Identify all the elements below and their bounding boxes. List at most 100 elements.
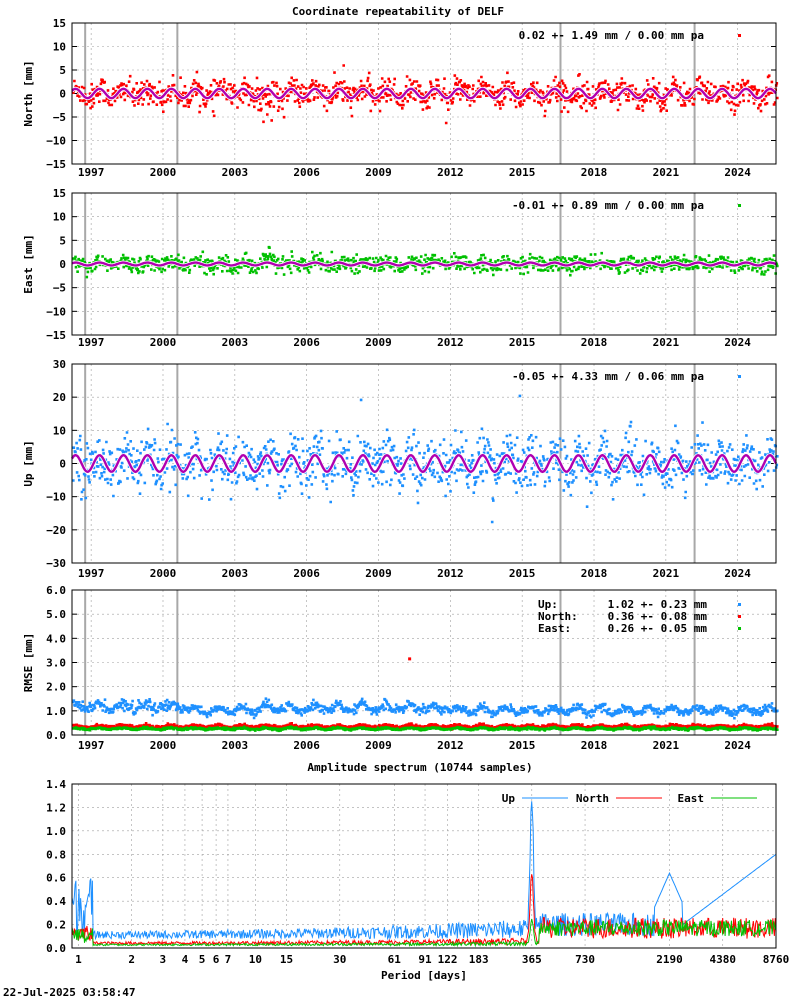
x-tick-label: 2009 [365, 166, 392, 179]
east-panel: −15 −10 −5 0 5 10 15 1997 2000 2003 2006 2009 2012 20… [22, 187, 779, 349]
x-tick-label: 3 [160, 953, 167, 966]
east-data-points [72, 245, 779, 279]
y-tick-label: −10 [46, 491, 66, 504]
rmse-up-points [72, 697, 779, 720]
x-tick-label: 2012 [437, 336, 464, 349]
rmse-legend-value: 0.26 +- 0.05 mm [608, 622, 708, 635]
x-tick-label: 8760 [763, 953, 790, 966]
spectrum-up-line [71, 801, 777, 941]
x-tick-label: 30 [333, 953, 346, 966]
north-legend-marker [738, 34, 741, 37]
x-tick-label: 2003 [222, 336, 249, 349]
spectrum-legend-east: East [678, 792, 705, 805]
y-tick-label: 5.0 [46, 608, 66, 621]
spectrum-north-line [71, 874, 777, 947]
seasonal-model-curve [71, 87, 777, 100]
x-tick-label: 2000 [150, 336, 177, 349]
y-tick-label: 5 [59, 234, 66, 247]
y-tick-label: 0.0 [46, 729, 66, 742]
y-axis-label: RMSE [mm] [22, 633, 35, 693]
y-tick-label: −10 [46, 135, 66, 148]
x-tick-label: 4 [182, 953, 189, 966]
rmse-north-outlier [408, 657, 412, 661]
x-tick-label: 7 [225, 953, 232, 966]
up-frame [71, 363, 777, 564]
y-tick-label: 0.0 [46, 942, 66, 955]
x-tick-label: 2009 [365, 567, 392, 580]
x-tick-label: 2015 [509, 166, 536, 179]
rmse-legend-marker [738, 615, 741, 618]
x-tick-label: 2012 [437, 739, 464, 752]
east-stat-text: -0.01 +- 0.89 mm / 0.00 mm pa [512, 199, 704, 212]
x-tick-label: 1997 [78, 739, 105, 752]
x-tick-label: 2190 [656, 953, 683, 966]
y-tick-label: −20 [46, 524, 66, 537]
rmse-legend-name: Up: [538, 598, 558, 611]
y-tick-label: 4.0 [46, 632, 66, 645]
seasonal-model-curve [71, 453, 778, 474]
spectrum-legend-up: Up [502, 792, 516, 805]
east-frame [71, 192, 777, 336]
y-axis-label: East [mm] [22, 234, 35, 294]
up-panel: −30 −20 −10 0 10 20 30 1997 2000 2003 2006 2009 2012… [22, 358, 779, 580]
x-tick-label: 2000 [150, 166, 177, 179]
y-tick-label: −5 [53, 111, 66, 124]
y-tick-label: −15 [46, 329, 66, 342]
rmse-legend-marker [738, 603, 741, 606]
x-tick-label: 730 [575, 953, 595, 966]
y-tick-label: 0.8 [46, 848, 66, 861]
y-tick-label: 10 [53, 424, 66, 437]
x-tick-label: 183 [469, 953, 489, 966]
spectrum-title: Amplitude spectrum (10744 samples) [307, 761, 532, 774]
x-tick-label: 15 [280, 953, 293, 966]
x-tick-label: 2000 [150, 739, 177, 752]
x-tick-label: 2021 [653, 336, 680, 349]
y-tick-label: 10 [53, 41, 66, 54]
footer-timestamp: 22-Jul-2025 03:58:47 [3, 986, 135, 999]
up-stat-text: -0.05 +- 4.33 mm / 0.06 mm pa [512, 370, 704, 383]
x-tick-label: 2021 [653, 166, 680, 179]
east-legend-marker [738, 204, 741, 207]
x-tick-label: 2009 [365, 739, 392, 752]
spectrum-frame [71, 783, 777, 949]
x-tick-label: 91 [418, 953, 432, 966]
x-tick-label: 2021 [653, 739, 680, 752]
y-tick-label: 1.0 [46, 705, 66, 718]
spectrum-legend-north: North [576, 792, 609, 805]
rmse-panel: 0.0 1.0 2.0 3.0 4.0 5.0 6.0 1997 2000 2003 2006 200… [22, 584, 779, 752]
x-tick-label: 2024 [724, 567, 751, 580]
x-tick-label: 6 [213, 953, 220, 966]
y-tick-label: 3.0 [46, 657, 66, 670]
y-tick-label: 1.2 [46, 801, 66, 814]
x-tick-label: 2018 [581, 166, 608, 179]
x-tick-label: 2006 [293, 166, 320, 179]
rmse-legend-value: 1.02 +- 0.23 mm [608, 598, 708, 611]
x-tick-label: 2021 [653, 567, 680, 580]
y-tick-label: 1.4 [46, 778, 66, 791]
x-tick-label: 1997 [78, 336, 105, 349]
y-tick-label: −30 [46, 557, 66, 570]
y-tick-label: 0 [59, 458, 66, 471]
x-tick-label: 2024 [724, 166, 751, 179]
y-tick-label: 15 [53, 17, 66, 30]
rmse-legend-marker [738, 627, 741, 630]
y-tick-label: 5 [59, 64, 66, 77]
x-tick-label: 2015 [509, 739, 536, 752]
y-tick-label: 1.0 [46, 825, 66, 838]
x-tick-label: 2012 [437, 567, 464, 580]
y-tick-label: 0 [59, 258, 66, 271]
x-tick-label: 2006 [293, 739, 320, 752]
spectrum-east-line [71, 918, 777, 948]
y-tick-label: 15 [53, 187, 66, 200]
x-tick-label: 2 [128, 953, 135, 966]
y-tick-label: 0.2 [46, 919, 66, 932]
x-tick-label: 122 [438, 953, 458, 966]
x-tick-label: 2018 [581, 567, 608, 580]
x-tick-label: 2006 [293, 567, 320, 580]
spectrum-panel: 0.0 0.2 0.4 0.6 0.8 1.0 1.2 1.4 1 2 3 4 5 6 7 10 15 30 61 9… [46, 778, 789, 982]
x-tick-label: 2012 [437, 166, 464, 179]
north-stat-text: 0.02 +- 1.49 mm / 0.00 mm pa [519, 29, 704, 42]
x-tick-label: 5 [199, 953, 206, 966]
rmse-legend-name: East: [538, 622, 571, 635]
